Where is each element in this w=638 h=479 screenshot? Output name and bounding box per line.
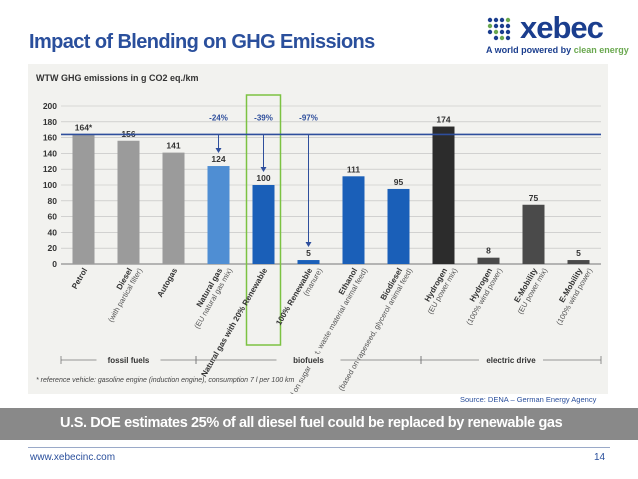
- logo-tagline-highlight: clean energy: [573, 45, 629, 55]
- bar-value-label: 5: [576, 248, 581, 258]
- source-note: Source: DENA – German Energy Agency: [460, 395, 597, 404]
- y-tick-label: 0: [52, 259, 57, 269]
- category-label: Petrol: [70, 267, 89, 291]
- highlight-box: [245, 94, 282, 346]
- logo-tagline-prefix: A world powered by: [486, 45, 574, 55]
- reduction-arrowhead: [305, 242, 312, 248]
- reduction-arrowhead: [215, 148, 222, 154]
- group-label: electric drive: [486, 356, 536, 365]
- bar: [477, 257, 500, 264]
- footer-url: www.xebecinc.com: [30, 452, 116, 463]
- bar: [252, 185, 275, 264]
- bar-value-label: 100: [256, 173, 270, 183]
- chart-title: WTW GHG emissions in g CO2 eq./km: [36, 73, 199, 83]
- logo-mark-icon: [487, 17, 511, 41]
- logo-wordmark: xebec: [520, 10, 604, 45]
- bar: [117, 140, 140, 264]
- bar: [387, 188, 410, 264]
- reduction-label: -39%: [254, 113, 273, 122]
- y-tick-label: 100: [43, 180, 57, 190]
- page-number: 14: [594, 452, 606, 463]
- bar-value-label: 5: [306, 248, 311, 258]
- group-label-bg: [96, 354, 161, 366]
- bar: [297, 260, 320, 264]
- footer-divider: [28, 447, 610, 448]
- reduction-label: -24%: [209, 113, 228, 122]
- bar-value-label: 124: [211, 154, 225, 164]
- company-logo: xebec A world powered by clean energy: [486, 10, 629, 62]
- bar: [207, 166, 230, 264]
- bar: [162, 152, 185, 264]
- y-tick-label: 180: [43, 117, 57, 127]
- chart-area: WTW GHG emissions in g CO2 eq./km 0 20 40 60…: [28, 64, 608, 394]
- banner-text: U.S. DOE estimates 25% of all diesel fue…: [60, 415, 563, 431]
- bar-value-label: 164*: [75, 122, 93, 132]
- y-tick-label: 140: [43, 148, 57, 158]
- page-title: Impact of Blending on GHG Emissions: [29, 31, 375, 53]
- group-label: biofuels: [293, 356, 324, 365]
- bar-value-label: 8: [486, 246, 491, 256]
- bar: [72, 134, 95, 264]
- category-sublabel: (based on sugar beet, waste material ani…: [278, 266, 369, 394]
- group-label: fossil fuels: [108, 356, 150, 365]
- bar-value-label: 95: [394, 177, 404, 187]
- y-tick-label: 80: [48, 196, 58, 206]
- bar-value-label: 141: [166, 141, 180, 151]
- reduction-label: -97%: [299, 113, 318, 122]
- bar: [432, 126, 455, 264]
- y-tick-label: 120: [43, 164, 57, 174]
- bar: [567, 260, 590, 264]
- summary-banner: U.S. DOE estimates 25% of all diesel fue…: [0, 408, 638, 440]
- y-tick-label: 20: [48, 243, 58, 253]
- group-label-bg: [479, 354, 543, 366]
- bar: [342, 176, 365, 264]
- bar-value-label: 75: [529, 193, 539, 203]
- group-label-bg: [276, 354, 341, 366]
- bar: [522, 204, 545, 264]
- logo-tagline: A world powered by clean energy: [486, 45, 629, 55]
- y-tick-label: 60: [48, 212, 58, 222]
- y-tick-label: 160: [43, 133, 57, 143]
- bar-value-label: 174: [436, 115, 450, 125]
- chart-footnote: * reference vehicle: gasoline engine (in…: [36, 377, 295, 384]
- y-tick-label: 200: [43, 101, 57, 111]
- category-label: Autogas: [155, 266, 179, 299]
- bar-value-label: 111: [347, 164, 361, 174]
- y-tick-label: 40: [48, 227, 58, 237]
- reduction-arrowhead: [260, 167, 267, 172]
- ghg-bar-chart: WTW GHG emissions in g CO2 eq./km 0 20 40 60…: [36, 73, 602, 394]
